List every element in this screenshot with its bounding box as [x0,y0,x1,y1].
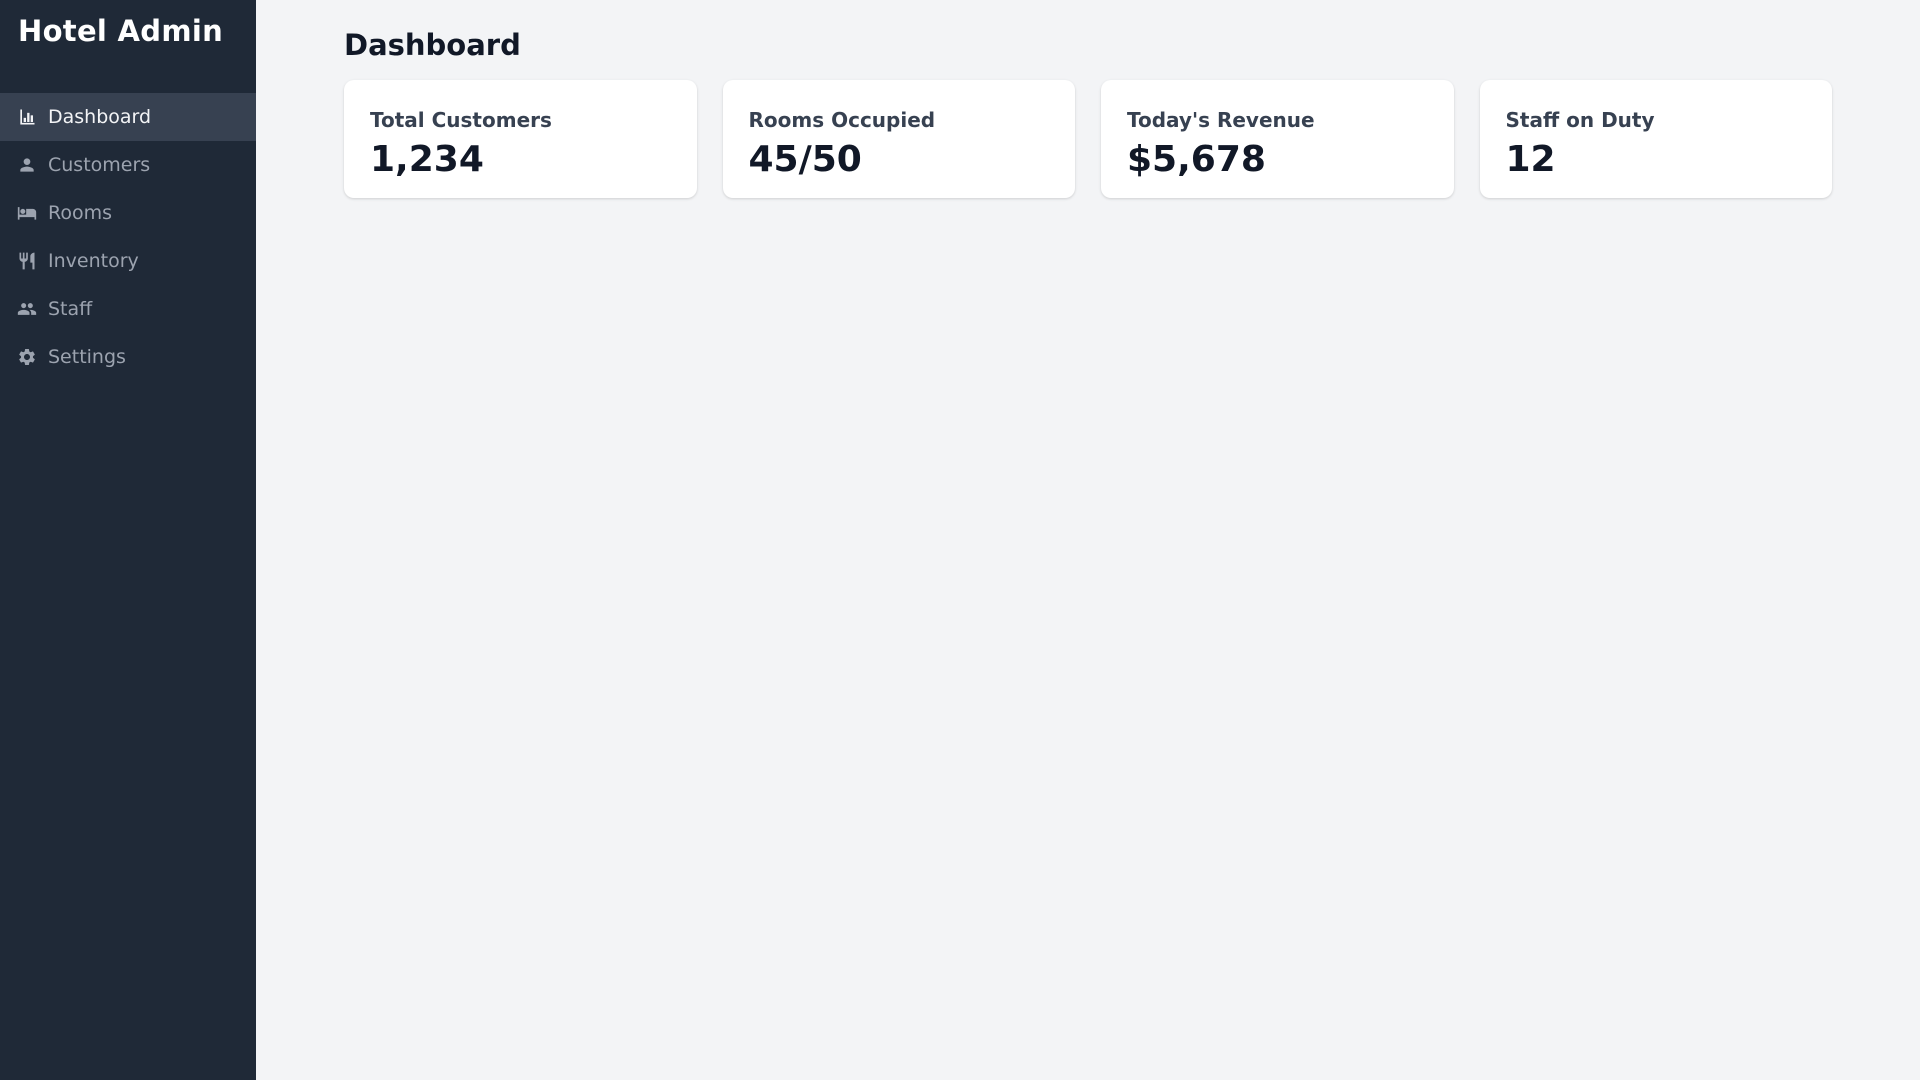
stat-label: Total Customers [370,108,552,132]
stat-card-todays-revenue: Today's Revenue $5,678 [1101,80,1454,198]
app-title: Hotel Admin [18,14,224,48]
stat-card-staff-on-duty: Staff on Duty 12 [1479,80,1832,198]
bar-chart-icon [16,106,38,128]
stat-cards: Total Customers 1,234 Rooms Occupied 45/… [344,80,1832,198]
stat-label: Today's Revenue [1127,108,1315,132]
sidebar-item-dashboard[interactable]: Dashboard [0,93,256,141]
sidebar-item-label: Rooms [48,202,113,224]
stat-value: 12 [1505,139,1556,180]
stat-label: Staff on Duty [1505,108,1655,132]
sidebar-nav: Dashboard Customers Rooms [0,93,256,381]
stat-card-rooms-occupied: Rooms Occupied 45/50 [722,80,1075,198]
sidebar-item-label: Inventory [48,250,139,272]
page-title: Dashboard [344,28,521,62]
user-icon [16,154,38,176]
stat-card-total-customers: Total Customers 1,234 [344,80,697,198]
sidebar-item-customers[interactable]: Customers [0,141,256,189]
stat-value: 45/50 [748,139,862,180]
sidebar-item-label: Staff [48,298,93,320]
bed-icon [16,202,38,224]
stat-label: Rooms Occupied [748,108,936,132]
sidebar-item-label: Dashboard [48,106,152,128]
main-content: Dashboard Total Customers 1,234 Rooms Oc… [256,0,1920,1080]
sidebar-item-staff[interactable]: Staff [0,285,256,333]
stat-value: 1,234 [370,139,484,180]
sidebar-item-label: Customers [48,154,151,176]
gear-icon [16,346,38,368]
sidebar: Hotel Admin Dashboard Customers [0,0,256,1080]
sidebar-item-label: Settings [48,346,126,368]
stat-value: $5,678 [1127,139,1266,180]
sidebar-item-inventory[interactable]: Inventory [0,237,256,285]
sidebar-item-rooms[interactable]: Rooms [0,189,256,237]
sidebar-item-settings[interactable]: Settings [0,333,256,381]
utensils-icon [16,250,38,272]
users-icon [16,298,38,320]
